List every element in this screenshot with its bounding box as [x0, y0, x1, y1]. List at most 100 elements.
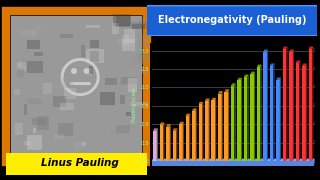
Bar	[218, 94, 221, 161]
Bar	[111, 136, 116, 144]
Bar	[103, 8, 118, 21]
Bar	[48, 125, 61, 131]
Polygon shape	[176, 128, 177, 161]
Polygon shape	[250, 72, 255, 74]
Bar	[62, 12, 77, 23]
Polygon shape	[209, 98, 210, 161]
Bar	[59, 107, 70, 118]
Bar	[77, 96, 89, 102]
Polygon shape	[198, 102, 203, 104]
Polygon shape	[312, 46, 313, 161]
Polygon shape	[244, 75, 249, 77]
Polygon shape	[202, 102, 203, 161]
Bar	[102, 12, 112, 24]
Polygon shape	[163, 122, 164, 161]
Text: 😐: 😐	[57, 60, 103, 102]
Polygon shape	[296, 60, 300, 63]
Bar	[131, 56, 138, 67]
Bar	[60, 112, 69, 121]
Bar	[135, 111, 147, 117]
Polygon shape	[196, 109, 197, 161]
Polygon shape	[306, 64, 307, 161]
Bar	[87, 11, 106, 25]
Bar	[26, 110, 38, 124]
Polygon shape	[263, 50, 268, 52]
Bar	[16, 128, 34, 135]
Polygon shape	[218, 91, 223, 94]
Polygon shape	[160, 122, 164, 125]
Bar	[237, 80, 241, 161]
Polygon shape	[189, 114, 190, 161]
Bar	[48, 54, 58, 63]
Polygon shape	[293, 50, 294, 161]
FancyBboxPatch shape	[142, 5, 320, 36]
Polygon shape	[183, 122, 184, 161]
Bar	[47, 81, 57, 89]
Bar	[224, 92, 228, 161]
Bar	[16, 30, 21, 40]
Bar	[212, 100, 215, 161]
Bar	[160, 125, 163, 161]
Bar	[48, 46, 53, 50]
Polygon shape	[314, 159, 315, 166]
Bar	[42, 64, 49, 75]
Bar	[16, 26, 28, 32]
Polygon shape	[270, 64, 275, 66]
Bar	[11, 16, 142, 157]
Bar	[110, 74, 115, 77]
Polygon shape	[228, 89, 229, 161]
Bar	[257, 67, 260, 161]
Bar	[116, 30, 130, 36]
Bar	[283, 49, 286, 161]
Bar	[53, 90, 58, 94]
Bar	[111, 106, 123, 118]
Polygon shape	[302, 64, 307, 66]
Polygon shape	[283, 46, 287, 49]
Bar	[129, 55, 140, 63]
Bar	[57, 125, 73, 134]
Bar	[289, 52, 293, 161]
Polygon shape	[276, 77, 281, 80]
Text: Linus Pauling: Linus Pauling	[41, 158, 119, 168]
Bar	[102, 92, 107, 103]
Bar	[55, 134, 68, 147]
Polygon shape	[172, 128, 177, 131]
Polygon shape	[241, 78, 242, 161]
Bar	[205, 101, 209, 161]
Polygon shape	[299, 60, 300, 161]
Polygon shape	[166, 124, 171, 127]
Polygon shape	[260, 65, 261, 161]
Polygon shape	[152, 159, 315, 161]
Bar	[153, 131, 157, 161]
Bar	[136, 116, 152, 125]
Bar	[79, 117, 97, 129]
Bar	[121, 75, 131, 88]
Polygon shape	[192, 109, 197, 111]
Polygon shape	[235, 83, 236, 161]
Bar	[250, 74, 254, 161]
Bar	[58, 114, 67, 120]
Bar	[123, 79, 140, 88]
Polygon shape	[179, 122, 184, 124]
Polygon shape	[267, 50, 268, 161]
Polygon shape	[286, 46, 287, 161]
Bar	[83, 73, 90, 80]
Bar	[14, 81, 22, 87]
Bar	[18, 137, 32, 151]
Bar	[64, 115, 68, 127]
Bar	[296, 63, 299, 161]
Bar	[21, 109, 30, 122]
Bar	[106, 99, 118, 109]
Bar	[37, 26, 48, 39]
Bar	[166, 127, 170, 161]
Bar	[309, 49, 312, 161]
Bar	[34, 134, 39, 138]
Bar	[115, 83, 130, 96]
Bar	[85, 14, 101, 24]
Bar	[263, 52, 267, 161]
Bar	[15, 58, 28, 68]
Bar	[39, 103, 44, 108]
Polygon shape	[280, 77, 281, 161]
Bar	[179, 124, 183, 161]
Polygon shape	[309, 46, 313, 49]
